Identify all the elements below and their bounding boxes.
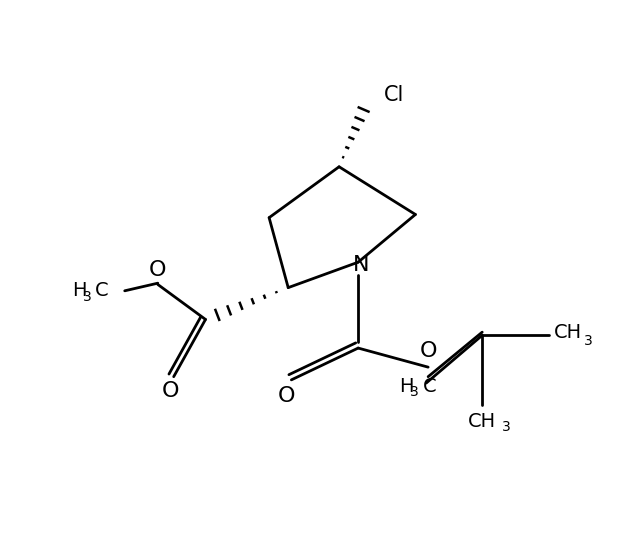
Text: Cl: Cl <box>384 85 404 105</box>
Text: CH: CH <box>468 411 496 431</box>
Text: C: C <box>422 377 436 396</box>
Text: 3: 3 <box>502 420 511 434</box>
Text: O: O <box>149 260 166 280</box>
Text: O: O <box>278 386 295 406</box>
Text: C: C <box>95 281 108 300</box>
Text: CH: CH <box>554 322 582 342</box>
Text: N: N <box>353 255 369 275</box>
Text: 3: 3 <box>410 385 419 399</box>
Text: O: O <box>419 341 437 361</box>
Text: 3: 3 <box>83 290 92 304</box>
Text: O: O <box>162 380 179 401</box>
Text: H: H <box>399 377 414 396</box>
Text: H: H <box>72 281 86 300</box>
Text: 3: 3 <box>584 334 593 348</box>
